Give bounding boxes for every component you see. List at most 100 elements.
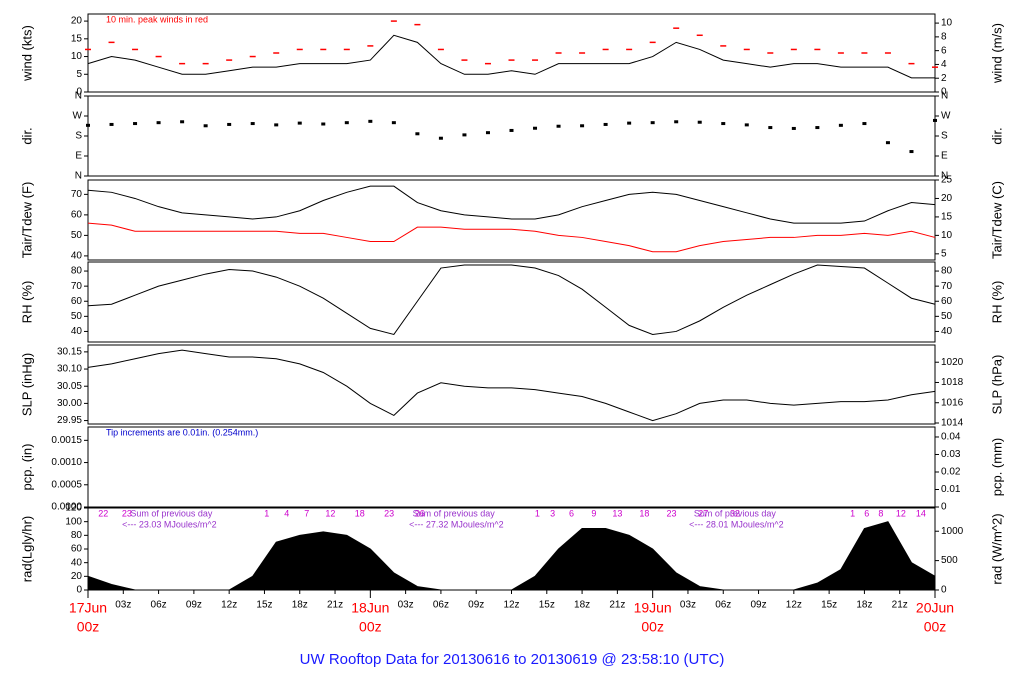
point bbox=[227, 122, 232, 126]
x-day-label: 18Jun bbox=[351, 600, 389, 616]
y-axis-label: wind (kts) bbox=[19, 25, 34, 82]
y2-tick-label: 50 bbox=[941, 311, 953, 322]
y2-tick-label: 80 bbox=[941, 266, 953, 277]
annotation: Sum of previous day bbox=[694, 508, 777, 518]
x-tick-label: 06z bbox=[715, 600, 731, 611]
y-tick-label: 40 bbox=[71, 557, 83, 568]
hour-label: 22 bbox=[98, 508, 108, 518]
point bbox=[321, 122, 326, 126]
y-tick-label: W bbox=[73, 111, 83, 122]
x-day-label: 20Jun bbox=[916, 600, 954, 616]
x-tick-label: 03z bbox=[398, 600, 414, 611]
annotation: Tip increments are 0.01in. (0.254mm.) bbox=[106, 427, 258, 437]
y-tick-label: 40 bbox=[71, 326, 83, 337]
panel-frame bbox=[87, 261, 936, 343]
annotation: 10 min. peak winds in red bbox=[106, 14, 208, 24]
hour-label: 6 bbox=[569, 508, 574, 518]
hour-label: 12 bbox=[325, 508, 335, 518]
y-axis-label: dir. bbox=[19, 127, 34, 144]
line bbox=[87, 264, 936, 336]
y-axis-label: pcp. (in) bbox=[19, 444, 34, 491]
point bbox=[438, 136, 443, 140]
y-tick-label: 15 bbox=[71, 33, 83, 44]
point bbox=[862, 122, 867, 126]
hour-label: 4 bbox=[284, 508, 289, 518]
point bbox=[721, 122, 726, 126]
y2-tick-label: 1016 bbox=[941, 397, 964, 408]
x-tick-label: 06z bbox=[433, 600, 449, 611]
y-tick-label: 30.00 bbox=[57, 398, 82, 409]
point bbox=[744, 123, 749, 127]
point bbox=[768, 126, 773, 130]
panel-frame bbox=[87, 426, 936, 508]
hour-label: 9 bbox=[591, 508, 596, 518]
point bbox=[580, 124, 585, 128]
annotation: <--- 23.03 MJoules/m^2 bbox=[122, 519, 217, 529]
hour-label: 23 bbox=[384, 508, 394, 518]
y2-tick-label: 10 bbox=[941, 230, 953, 241]
y2-tick-label: N bbox=[941, 171, 948, 182]
panel-frame bbox=[87, 179, 936, 261]
y-tick-label: 0.0010 bbox=[51, 457, 82, 468]
y-tick-label: N bbox=[75, 91, 82, 102]
y2-axis-label: rad (W/m^2) bbox=[989, 513, 1004, 584]
x-tick-label: 03z bbox=[680, 600, 696, 611]
y-tick-label: 0 bbox=[76, 87, 82, 98]
annotation: Sum of previous day bbox=[413, 508, 496, 518]
line bbox=[87, 222, 936, 253]
x-tick-label: 15z bbox=[539, 600, 555, 611]
x-tick-label: 12z bbox=[786, 600, 802, 611]
point bbox=[674, 120, 679, 124]
y2-tick-label: 6 bbox=[941, 45, 947, 56]
y2-tick-label: 1018 bbox=[941, 377, 964, 388]
point bbox=[791, 126, 796, 130]
point bbox=[109, 122, 114, 126]
point bbox=[368, 119, 373, 123]
x-tick-label: 03z bbox=[115, 600, 131, 611]
panel-frame bbox=[87, 95, 936, 177]
x-tick-label: 18z bbox=[292, 600, 308, 611]
y-axis-label: rad(Lgly/hr) bbox=[19, 516, 34, 582]
hour-label: 6 bbox=[864, 508, 869, 518]
y-tick-label: 60 bbox=[71, 210, 83, 221]
y-axis-label: RH (%) bbox=[19, 281, 34, 324]
x-tick-label: 21z bbox=[609, 600, 625, 611]
y-tick-label: 60 bbox=[71, 544, 83, 555]
hour-label: 1 bbox=[264, 508, 269, 518]
hour-label: 13 bbox=[612, 508, 622, 518]
hour-label: 23 bbox=[122, 508, 132, 518]
point bbox=[885, 141, 890, 145]
y2-axis-label: SLP (hPa) bbox=[989, 355, 1004, 415]
x-tick-label: 21z bbox=[327, 600, 343, 611]
point bbox=[203, 124, 208, 128]
y2-tick-label: 10 bbox=[941, 18, 953, 29]
y-tick-label: 5 bbox=[76, 69, 82, 80]
y-tick-label: E bbox=[75, 151, 82, 162]
y2-tick-label: 0.01 bbox=[941, 484, 961, 495]
area bbox=[87, 521, 936, 591]
y2-tick-label: 60 bbox=[941, 296, 953, 307]
hour-label: 14 bbox=[916, 508, 926, 518]
hour-label: 18 bbox=[355, 508, 365, 518]
point bbox=[815, 126, 820, 130]
y2-tick-label: 0.03 bbox=[941, 449, 961, 460]
x-day-label: 19Jun bbox=[634, 600, 672, 616]
y2-tick-label: 15 bbox=[941, 212, 953, 223]
y-axis-label: Tair/Tdew (F) bbox=[19, 182, 34, 259]
y2-axis-label: wind (m/s) bbox=[989, 23, 1004, 84]
hour-label: 7 bbox=[304, 508, 309, 518]
point bbox=[462, 133, 467, 137]
y-tick-label: 120 bbox=[65, 503, 82, 514]
x-tick-label: 18z bbox=[856, 600, 872, 611]
y2-axis-label: dir. bbox=[989, 127, 1004, 144]
y-tick-label: 10 bbox=[71, 51, 83, 62]
hour-label: 1 bbox=[535, 508, 540, 518]
y2-tick-label: 40 bbox=[941, 326, 953, 337]
point bbox=[274, 123, 279, 127]
point bbox=[509, 128, 514, 132]
x-tick-label: 21z bbox=[892, 600, 908, 611]
x-day-label: 17Jun bbox=[69, 600, 107, 616]
x-tick-label: 15z bbox=[256, 600, 272, 611]
y-tick-label: 50 bbox=[71, 230, 83, 241]
